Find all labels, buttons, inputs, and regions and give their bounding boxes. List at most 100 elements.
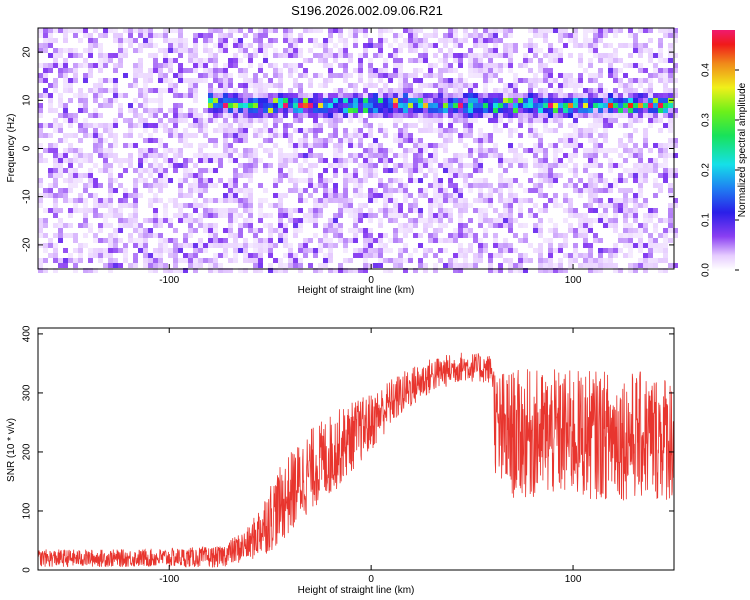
heatmap-cell bbox=[478, 188, 483, 193]
heatmap-cell bbox=[178, 218, 183, 223]
heatmap-cell bbox=[383, 258, 388, 263]
heatmap-cell bbox=[288, 73, 293, 78]
heatmap-cell bbox=[58, 193, 63, 198]
heatmap-cell bbox=[298, 63, 303, 68]
heatmap-cell bbox=[408, 113, 413, 118]
heatmap-cell bbox=[668, 173, 673, 178]
heatmap-cell bbox=[453, 188, 458, 193]
heatmap-cell bbox=[228, 113, 233, 118]
heatmap-cell bbox=[623, 198, 628, 203]
heatmap-cell bbox=[328, 98, 333, 103]
heatmap-cell bbox=[478, 103, 483, 108]
heatmap-cell bbox=[488, 193, 493, 198]
heatmap-cell bbox=[38, 108, 43, 113]
heatmap-cell bbox=[308, 213, 313, 218]
heatmap-cell bbox=[323, 103, 328, 108]
heatmap-cell bbox=[68, 253, 73, 258]
heatmap-cell bbox=[598, 103, 603, 108]
heatmap-cell bbox=[103, 128, 108, 133]
heatmap-cell bbox=[48, 53, 53, 58]
heatmap-cell bbox=[283, 103, 288, 108]
heatmap-cell bbox=[478, 53, 483, 58]
heatmap-cell bbox=[473, 118, 478, 123]
heatmap-cell bbox=[533, 33, 538, 38]
heatmap-cell bbox=[248, 43, 253, 48]
heatmap-cell bbox=[588, 78, 593, 83]
heatmap-cell bbox=[408, 228, 413, 233]
heatmap-cell bbox=[403, 153, 408, 158]
heatmap-cell bbox=[648, 83, 653, 88]
heatmap-cell bbox=[528, 68, 533, 73]
heatmap-cell bbox=[563, 243, 568, 248]
heatmap-cell bbox=[143, 118, 148, 123]
heatmap-cell bbox=[353, 28, 358, 33]
heatmap-cell bbox=[648, 218, 653, 223]
heatmap-cell bbox=[243, 83, 248, 88]
heatmap-cell bbox=[448, 38, 453, 43]
heatmap-cell bbox=[58, 228, 63, 233]
heatmap-cell bbox=[583, 98, 588, 103]
heatmap-cell bbox=[348, 258, 353, 263]
heatmap-cell bbox=[158, 238, 163, 243]
heatmap-cell bbox=[398, 93, 403, 98]
heatmap-cell bbox=[183, 258, 188, 263]
heatmap-cell bbox=[478, 158, 483, 163]
heatmap-cell bbox=[283, 53, 288, 58]
heatmap-cell bbox=[463, 93, 468, 98]
heatmap-cell bbox=[213, 213, 218, 218]
heatmap-cell bbox=[503, 53, 508, 58]
heatmap-cell bbox=[493, 93, 498, 98]
heatmap-cell bbox=[98, 43, 103, 48]
heatmap-cell bbox=[433, 113, 438, 118]
heatmap-cell bbox=[48, 243, 53, 248]
heatmap-cell bbox=[238, 188, 243, 193]
heatmap-cell bbox=[583, 243, 588, 248]
heatmap-cell bbox=[83, 118, 88, 123]
heatmap-cell bbox=[68, 78, 73, 83]
heatmap-cell bbox=[568, 253, 573, 258]
heatmap-cell bbox=[533, 188, 538, 193]
heatmap-cell bbox=[643, 108, 648, 113]
heatmap-cell bbox=[568, 83, 573, 88]
heatmap-cell bbox=[458, 103, 463, 108]
heatmap-cell bbox=[488, 133, 493, 138]
heatmap-cell bbox=[608, 53, 613, 58]
heatmap-cell bbox=[538, 98, 543, 103]
heatmap-cell bbox=[558, 98, 563, 103]
heatmap-cell bbox=[208, 28, 213, 33]
heatmap-cell bbox=[463, 133, 468, 138]
heatmap-cell bbox=[603, 88, 608, 93]
heatmap-cell bbox=[613, 223, 618, 228]
heatmap-cell bbox=[118, 103, 123, 108]
heatmap-cell bbox=[543, 93, 548, 98]
heatmap-cell bbox=[398, 83, 403, 88]
heatmap-cell bbox=[533, 113, 538, 118]
heatmap-cell bbox=[58, 103, 63, 108]
heatmap-cell bbox=[298, 198, 303, 203]
heatmap-cell bbox=[173, 238, 178, 243]
heatmap-cell bbox=[333, 158, 338, 163]
heatmap-cell bbox=[108, 168, 113, 173]
colorbar-tick-label: 0.4 bbox=[701, 63, 712, 77]
heatmap-cell bbox=[243, 208, 248, 213]
heatmap-cell bbox=[573, 243, 578, 248]
heatmap-cell bbox=[238, 243, 243, 248]
heatmap-cell bbox=[313, 108, 318, 113]
heatmap-cell bbox=[538, 28, 543, 33]
heatmap-cell bbox=[418, 78, 423, 83]
heatmap-cell bbox=[203, 33, 208, 38]
heatmap-cell bbox=[198, 78, 203, 83]
heatmap-cell bbox=[338, 233, 343, 238]
heatmap-cell bbox=[313, 143, 318, 148]
heatmap-cell bbox=[368, 173, 373, 178]
heatmap-cell bbox=[658, 268, 663, 273]
heatmap-cell bbox=[608, 113, 613, 118]
heatmap-cell bbox=[78, 163, 83, 168]
heatmap-cell bbox=[593, 48, 598, 53]
heatmap-cell bbox=[503, 203, 508, 208]
heatmap-cell bbox=[493, 28, 498, 33]
heatmap-cell bbox=[163, 168, 168, 173]
snr-series-line bbox=[37, 352, 675, 568]
heatmap-cell bbox=[558, 203, 563, 208]
heatmap-cell bbox=[668, 93, 673, 98]
